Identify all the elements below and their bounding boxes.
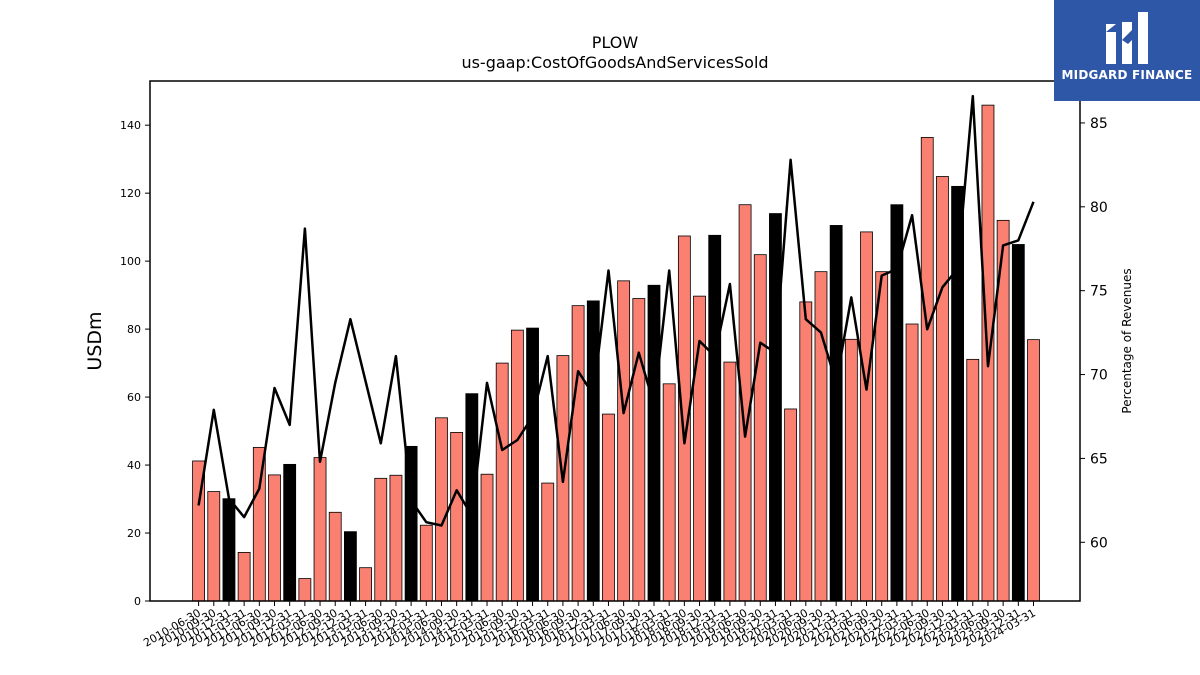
y-tick-label: 40 <box>127 459 141 472</box>
brand-logo: MIDGARD FINANCE <box>1054 0 1200 101</box>
bar <box>966 358 980 602</box>
bar <box>510 329 524 602</box>
bar <box>313 457 327 602</box>
y-tick-label: 20 <box>127 527 141 540</box>
bar <box>890 204 904 602</box>
y2-tick-label: 65 <box>1090 451 1108 467</box>
bar <box>769 213 782 602</box>
bar <box>753 254 767 602</box>
logo-text: MIDGARD FINANCE <box>1061 68 1193 82</box>
bar <box>829 225 843 602</box>
bar <box>647 284 661 602</box>
bar <box>480 473 494 602</box>
bar <box>951 185 964 602</box>
y-tick-label: 0 <box>134 595 141 608</box>
y2-tick-label: 75 <box>1090 284 1108 300</box>
y-tick-label: 120 <box>120 187 141 200</box>
bar <box>419 524 433 602</box>
bar <box>723 361 737 602</box>
chart-subtitle: us-gaap:CostOfGoodsAndServicesSold <box>461 53 769 72</box>
bar <box>1027 339 1040 602</box>
bar <box>541 482 555 602</box>
y-tick-label: 60 <box>127 391 141 404</box>
bar <box>662 383 676 602</box>
bar <box>1011 244 1025 602</box>
y2-tick-label: 80 <box>1090 200 1108 216</box>
bar <box>586 300 600 602</box>
bar <box>283 463 297 602</box>
bar <box>207 491 221 602</box>
plot-frame <box>149 80 1081 602</box>
y-tick-label: 80 <box>127 323 141 336</box>
bar <box>814 271 828 602</box>
bar <box>905 323 919 602</box>
bar <box>222 498 236 602</box>
bar <box>799 301 813 602</box>
y2-tick-label: 85 <box>1090 116 1108 132</box>
bar <box>632 298 646 602</box>
bar <box>617 280 631 602</box>
y-tick-label: 100 <box>120 255 141 268</box>
bar <box>465 393 479 602</box>
bar <box>450 432 464 602</box>
bar <box>495 362 509 602</box>
chart-title: PLOW <box>591 33 639 52</box>
bar <box>359 567 372 602</box>
y-tick-label: 140 <box>120 119 141 132</box>
bar <box>343 531 357 602</box>
bar <box>435 417 448 602</box>
bar <box>784 408 798 602</box>
y2-axis-label: Percentage of Revenues <box>1120 268 1134 413</box>
bar <box>571 305 585 602</box>
y-axis-label: USDm <box>84 311 106 370</box>
bar <box>844 338 858 602</box>
bar <box>389 474 403 602</box>
bar <box>920 137 934 602</box>
midgard-logo-icon <box>1106 12 1148 64</box>
bar <box>860 231 873 602</box>
bar <box>526 327 539 602</box>
y2-tick-label: 70 <box>1090 368 1108 384</box>
bar <box>936 176 949 602</box>
bar <box>708 234 722 602</box>
bar <box>237 551 251 602</box>
bar <box>328 511 342 602</box>
bar <box>374 477 388 602</box>
bar <box>875 271 889 602</box>
bar <box>298 578 312 602</box>
series-line <box>197 94 1035 527</box>
bar <box>268 474 281 602</box>
bar <box>602 413 615 602</box>
bar <box>252 446 266 602</box>
y2-tick-label: 60 <box>1090 535 1108 551</box>
